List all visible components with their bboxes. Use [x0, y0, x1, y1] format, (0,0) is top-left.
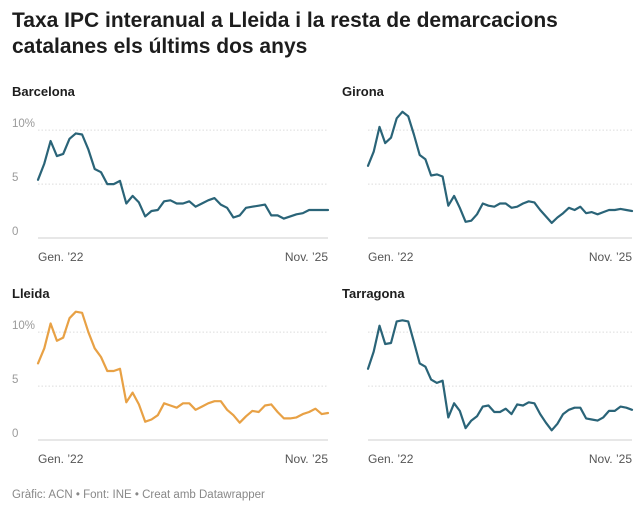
y-tick-label: 10%	[12, 320, 35, 332]
x-tick-label-start: Gen. ’22	[368, 452, 414, 466]
chart-title: Taxa IPC interanual a Lleida i la resta …	[12, 9, 558, 58]
series-line	[366, 319, 634, 432]
y-tick-label: 5	[12, 374, 18, 386]
y-tick-label: 0	[12, 226, 18, 238]
series-line	[36, 310, 330, 424]
x-tick-label-end: Nov. ’25	[589, 452, 632, 466]
x-tick-label-end: Nov. ’25	[285, 452, 328, 466]
line-chart-barcelona: 0 5 10% Gen. ’22 Nov. ’25	[12, 118, 330, 264]
line-chart-tarragona: Gen. ’22 Nov. ’25	[366, 319, 634, 466]
source-credit: Gràfic: ACN • Font: INE • Creat amb Data…	[12, 489, 265, 501]
x-tick-label-end: Nov. ’25	[589, 250, 632, 264]
series-line	[366, 110, 634, 224]
panel-title: Lleida	[12, 286, 50, 301]
panel-title: Tarragona	[342, 286, 405, 301]
x-tick-label-start: Gen. ’22	[38, 452, 84, 466]
panel-title: Girona	[342, 84, 384, 99]
line-chart-lleida: 0 5 10% Gen. ’22 Nov. ’25	[12, 310, 330, 466]
y-tick-label: 0	[12, 428, 18, 440]
panel-title: Barcelona	[12, 84, 75, 99]
series-line	[36, 132, 330, 220]
x-tick-label-end: Nov. ’25	[285, 250, 328, 264]
x-tick-label-start: Gen. ’22	[368, 250, 414, 264]
y-tick-label: 5	[12, 172, 18, 184]
line-chart-girona: Gen. ’22 Nov. ’25	[366, 110, 634, 264]
x-tick-label-start: Gen. ’22	[38, 250, 84, 264]
y-tick-label: 10%	[12, 118, 35, 130]
